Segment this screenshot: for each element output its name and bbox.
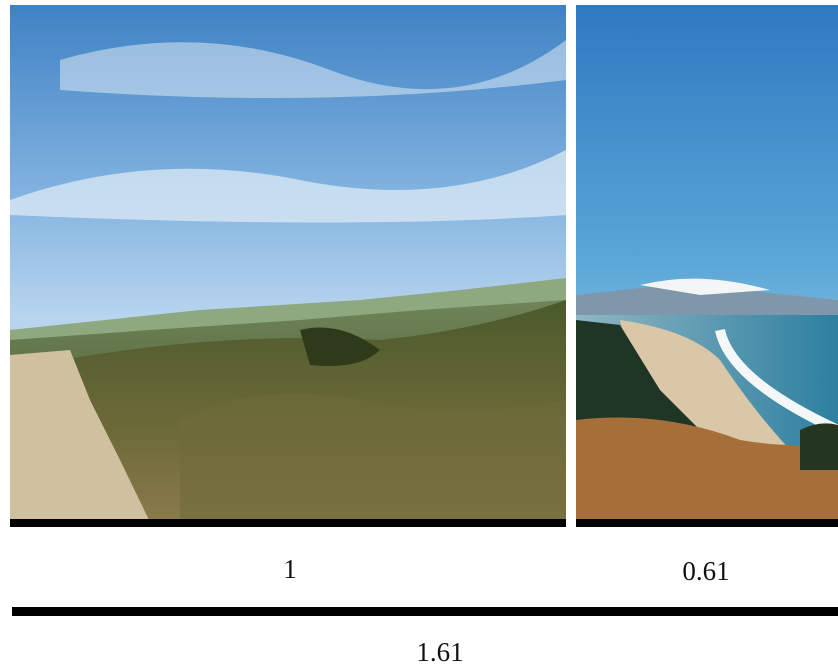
golden-ratio-diagram: 1 0.61 1.61 bbox=[0, 0, 838, 667]
right-ratio-label: 0.61 bbox=[682, 556, 729, 586]
left-ratio-label: 1 bbox=[283, 554, 297, 584]
left-measure-bar bbox=[10, 519, 566, 527]
total-measure-bar bbox=[12, 607, 838, 616]
landscape-photo bbox=[10, 5, 566, 522]
page: 1 0.61 1.61 (() => { const data = JSON.p… bbox=[0, 0, 838, 667]
total-ratio-label: 1.61 bbox=[416, 637, 463, 667]
right-measure-bar bbox=[576, 519, 838, 527]
beach-photo bbox=[576, 5, 838, 522]
